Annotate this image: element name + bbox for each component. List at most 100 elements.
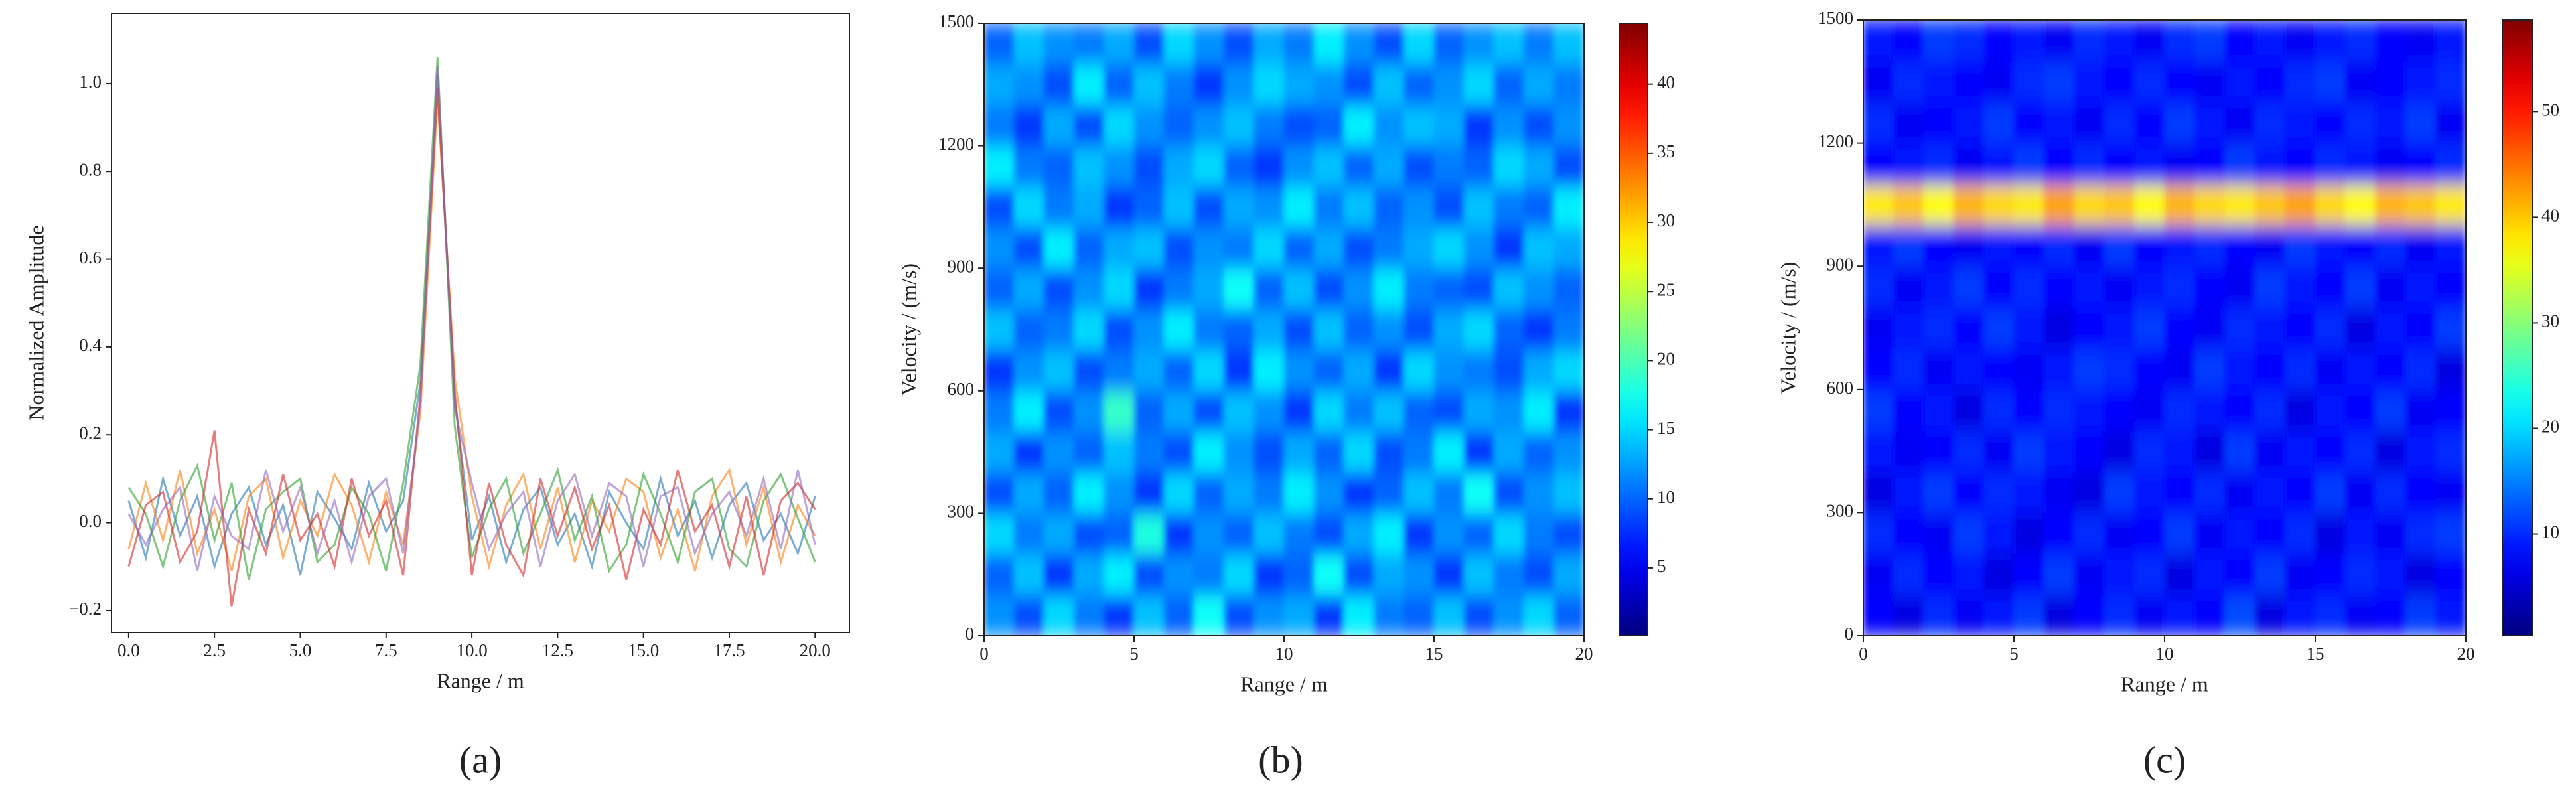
colorbar-tick-label: 20 xyxy=(1657,349,1675,369)
heatmap-cell xyxy=(2405,307,2437,349)
heatmap-cell xyxy=(2164,143,2195,184)
heatmap-cell xyxy=(2043,183,2075,226)
heatmap-cell xyxy=(1953,183,1985,226)
heatmap-cell xyxy=(2074,430,2105,473)
heatmap-cell xyxy=(1313,431,1344,473)
heatmap-cell xyxy=(1013,512,1044,555)
heatmap-cell xyxy=(1133,390,1165,432)
heatmap-cell xyxy=(1493,23,1525,65)
heatmap-cell xyxy=(2344,512,2376,554)
heatmap-cell xyxy=(1253,349,1285,392)
heatmap-cell xyxy=(2164,183,2195,226)
x-axis-label: Range / m xyxy=(2121,672,2208,695)
heatmap-cell xyxy=(1224,104,1255,147)
heatmap-cell xyxy=(2254,307,2286,349)
plot-area xyxy=(1863,20,2466,636)
heatmap-cell xyxy=(1923,60,1954,103)
heatmap-cell xyxy=(1104,309,1135,350)
heatmap-cell xyxy=(1043,349,1075,392)
y-axis-label: Velocity / (m/s) xyxy=(896,263,920,396)
x-tick-label: 2.5 xyxy=(203,640,226,660)
heatmap-cell xyxy=(2344,143,2376,184)
heatmap-cell xyxy=(1374,349,1405,392)
heatmap-cell xyxy=(2254,183,2286,226)
heatmap-cell xyxy=(2074,553,2105,595)
heatmap-cell xyxy=(2435,348,2466,390)
heatmap-cell xyxy=(1493,594,1525,636)
heatmap-cell xyxy=(1163,594,1194,636)
heatmap-cell xyxy=(2344,224,2376,267)
heatmap-cell xyxy=(2344,594,2376,636)
heatmap-cell xyxy=(1343,145,1375,187)
heatmap-cell xyxy=(1553,64,1584,106)
heatmap-cell xyxy=(1224,309,1255,350)
heatmap-cell xyxy=(1863,348,1894,390)
heatmap-cell xyxy=(984,186,1015,228)
heatmap-cell xyxy=(1893,307,1924,349)
heatmap-cell xyxy=(1403,104,1435,147)
heatmap-cell xyxy=(1893,594,1924,636)
colorbar-tick-label: 10 xyxy=(1657,487,1675,507)
heatmap-cell xyxy=(2375,20,2406,62)
heatmap-cell xyxy=(1893,389,1924,431)
colorbar xyxy=(2502,19,2533,636)
heatmap-cell xyxy=(1524,23,1555,65)
heatmap-cell xyxy=(1923,20,1954,62)
heatmap-cell xyxy=(2074,265,2105,308)
heatmap-cell xyxy=(1013,104,1044,147)
heatmap-cell xyxy=(1893,102,1924,144)
heatmap-cell xyxy=(2194,224,2226,267)
heatmap-cell xyxy=(2104,102,2135,144)
heatmap-cell xyxy=(1283,104,1315,147)
heatmap-cell xyxy=(1133,309,1165,350)
heatmap-cell xyxy=(1553,594,1584,636)
y-tick-label: 600 xyxy=(1827,378,1854,398)
heatmap-cell xyxy=(2194,512,2226,554)
colorbar-tick-label: 50 xyxy=(2541,100,2559,120)
heatmap-cell xyxy=(1343,594,1375,636)
heatmap-cell xyxy=(1224,186,1255,228)
heatmap-cell xyxy=(2315,553,2346,595)
heatmap-cell xyxy=(1374,472,1405,514)
heatmap-cell xyxy=(1983,389,2015,431)
heatmap-cell xyxy=(1983,553,2015,595)
heatmap-cell xyxy=(1283,23,1315,65)
heatmap-cell xyxy=(1983,60,2015,103)
heatmap-cell xyxy=(1553,431,1584,473)
heatmap-cell xyxy=(2344,102,2376,144)
heatmap-cell xyxy=(1163,512,1194,555)
heatmap-cell xyxy=(1374,553,1405,595)
heatmap-cell xyxy=(1433,594,1465,636)
heatmap-cell xyxy=(984,64,1015,106)
heatmap-cell xyxy=(1863,389,1894,431)
heatmap-cell xyxy=(2285,224,2316,267)
colorbar-tick-label: 20 xyxy=(2541,417,2559,437)
heatmap-cell xyxy=(2315,265,2346,308)
heatmap-cell xyxy=(1133,23,1165,65)
heatmap-cell xyxy=(1463,104,1494,147)
heatmap-cell xyxy=(1403,349,1435,392)
heatmap-cell xyxy=(1133,186,1165,228)
heatmap-cell xyxy=(2164,553,2195,595)
colorbar-tick-label: 30 xyxy=(2541,311,2559,331)
heatmap-cell xyxy=(1893,20,1924,62)
heatmap-cell xyxy=(2435,471,2466,513)
heatmap-cell xyxy=(2134,143,2165,184)
y-axis-label: Normalized Amplitude xyxy=(24,225,48,420)
heatmap-cell xyxy=(2134,20,2165,62)
x-tick-label: 0.0 xyxy=(117,640,140,660)
heatmap-cell xyxy=(1923,594,1954,636)
heatmap-cell xyxy=(1983,20,2015,62)
heatmap-cell xyxy=(2315,512,2346,554)
heatmap-cell xyxy=(1043,23,1075,65)
heatmap-cell xyxy=(2375,471,2406,513)
heatmap-cell xyxy=(2285,594,2316,636)
heatmap-cell xyxy=(1013,390,1044,432)
heatmap-cell xyxy=(1283,349,1315,392)
heatmap-cell xyxy=(1403,431,1435,473)
heatmap-cell xyxy=(2164,307,2195,349)
heatmap-cell xyxy=(1224,472,1255,514)
heatmap-cell xyxy=(1893,183,1924,226)
x-tick-label: 5 xyxy=(2009,644,2019,664)
y-axis-label: Velocity / (m/s) xyxy=(1776,261,1800,394)
